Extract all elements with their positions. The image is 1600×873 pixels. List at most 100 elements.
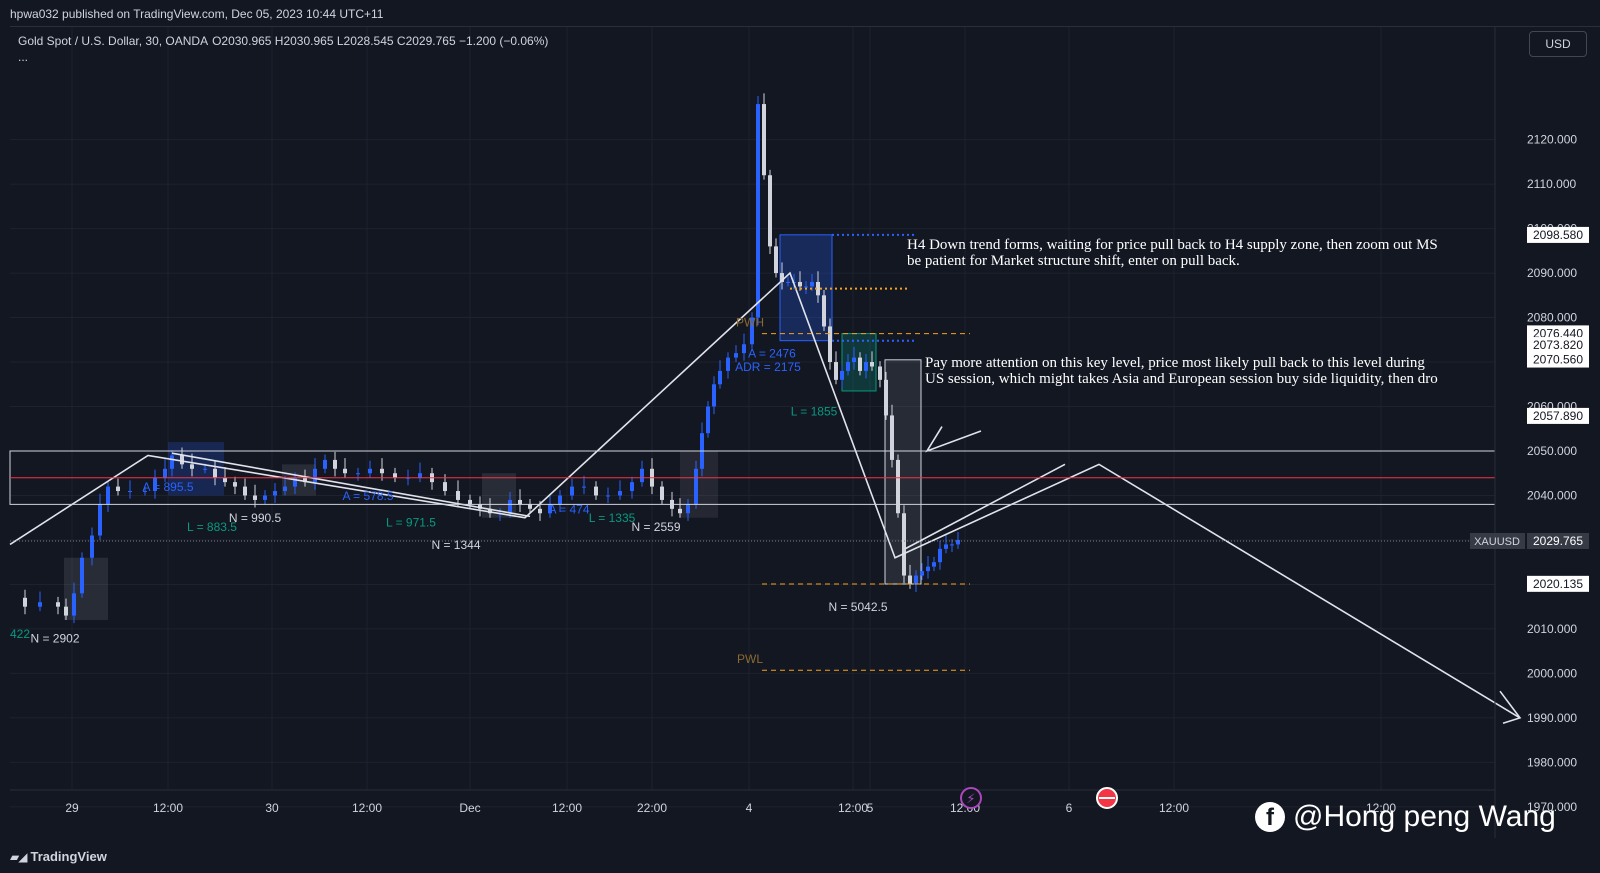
price-levels <box>9 233 1496 671</box>
candle-body <box>750 317 754 345</box>
candle-body <box>768 175 772 247</box>
candle-body <box>834 362 838 380</box>
zigzag-projection <box>9 271 1521 719</box>
candle-body <box>630 482 634 492</box>
candle-body <box>368 468 372 474</box>
chart-zones <box>64 234 922 621</box>
chart-annotation: ADR = 2175 <box>735 360 801 374</box>
candle-body <box>273 491 277 496</box>
candle-body <box>956 539 960 545</box>
chart-grid <box>10 27 1495 852</box>
candle-body <box>822 295 826 327</box>
candle-body <box>323 459 327 469</box>
candle-body <box>203 468 207 470</box>
candle-body <box>180 455 184 465</box>
candle-body <box>678 508 682 514</box>
x-tick-label: 6 <box>1066 801 1073 815</box>
chart-annotation: N = 990.5 <box>229 511 282 525</box>
candle-body <box>23 597 27 607</box>
candle-body <box>706 406 710 434</box>
candle-body <box>902 513 906 576</box>
x-tick-label: 4 <box>746 801 753 815</box>
candle-body <box>64 606 68 616</box>
note-line-1b: be patient for Market structure shift, e… <box>907 253 1240 269</box>
candle-body <box>143 491 147 493</box>
zone-box <box>680 451 718 518</box>
candle-body <box>128 491 132 493</box>
y-tick-label: 1990.000 <box>1527 711 1577 725</box>
candle-body <box>938 548 942 563</box>
candle-body <box>594 486 598 496</box>
chart-annotation: A = 578.5 <box>342 489 393 503</box>
candle-body <box>908 575 912 585</box>
publish-header: hpwa032 published on TradingView.com, De… <box>10 7 384 21</box>
candle-body <box>890 415 894 460</box>
footer-bar <box>0 838 1600 873</box>
candle-body <box>756 104 760 318</box>
candle-body <box>786 281 790 283</box>
candle-body <box>558 495 562 505</box>
price-label-bg <box>1527 337 1589 354</box>
candle-body <box>870 362 874 367</box>
chart-annotation: N = 2559 <box>631 520 680 534</box>
candle-body <box>538 508 542 514</box>
chart-annotation: L = 883.5 <box>187 520 237 534</box>
price-label-bg <box>1527 226 1589 243</box>
x-tick-label: 12:00 <box>153 801 183 815</box>
price-label: 2098.580 <box>1533 228 1583 242</box>
price-label: 2057.890 <box>1533 409 1583 423</box>
y-tick-label: 2010.000 <box>1527 622 1577 636</box>
candle-body <box>712 384 716 407</box>
candle-body <box>170 455 174 469</box>
price-label-bg <box>1527 533 1589 550</box>
candle-body <box>548 504 552 514</box>
chart-annotation: L = 1855 <box>791 404 838 418</box>
candle-body <box>223 477 227 483</box>
candle-body <box>163 468 167 478</box>
candle-body <box>243 486 247 496</box>
price-label: 2020.135 <box>1533 577 1583 591</box>
candle-body <box>804 286 808 288</box>
candle-body <box>944 544 948 549</box>
candle-body <box>190 464 194 469</box>
candle-body <box>38 602 42 607</box>
symbol-tag-bg <box>1470 533 1525 550</box>
price-label: 2073.820 <box>1533 338 1583 352</box>
symbol-tag: XAUUSD <box>1474 536 1520 548</box>
chart-annotation: A = 895.5 <box>142 480 193 494</box>
candle-body <box>742 344 746 354</box>
candle-body <box>846 362 850 371</box>
tradingview-logo[interactable]: ▰◢ TradingView <box>10 849 107 864</box>
chart-annotation: A = 474 <box>548 502 589 516</box>
zone-box <box>64 557 108 621</box>
legend-more-icon[interactable]: ... <box>18 50 29 64</box>
candle-body <box>718 370 722 385</box>
candle-body <box>828 326 832 363</box>
candle-body <box>343 468 347 474</box>
candle-body <box>878 366 882 380</box>
x-tick-label: 30 <box>265 801 279 815</box>
y-tick-label: 2120.000 <box>1527 133 1577 147</box>
candle-body <box>380 468 384 474</box>
chart-annotation: N = 1344 <box>431 538 480 552</box>
candle-body <box>72 593 76 616</box>
watermark-text: @Hong peng Wang <box>1293 800 1556 833</box>
candle-body <box>858 357 862 371</box>
candle-body <box>283 486 287 492</box>
candle-body <box>896 459 900 514</box>
candle-body <box>106 486 110 505</box>
y-tick-label: 2000.000 <box>1527 666 1577 680</box>
candle-body <box>780 273 784 282</box>
y-tick-label: 2080.000 <box>1527 311 1577 325</box>
chart-annotation: L = 971.5 <box>386 516 436 530</box>
price-label: 2076.440 <box>1533 326 1583 340</box>
candle-body <box>884 379 888 416</box>
candle-body <box>798 281 802 287</box>
chart-drawings <box>9 271 1522 724</box>
currency-button[interactable]: USD <box>1529 31 1587 57</box>
price-axis: 2120.0002110.0002100.0002090.0002080.000… <box>1494 27 1577 858</box>
symbol-legend[interactable]: Gold Spot / U.S. Dollar, 30, OANDA O2030.… <box>18 34 548 48</box>
tv-brand: TradingView <box>30 849 107 864</box>
candle-body <box>864 362 868 371</box>
